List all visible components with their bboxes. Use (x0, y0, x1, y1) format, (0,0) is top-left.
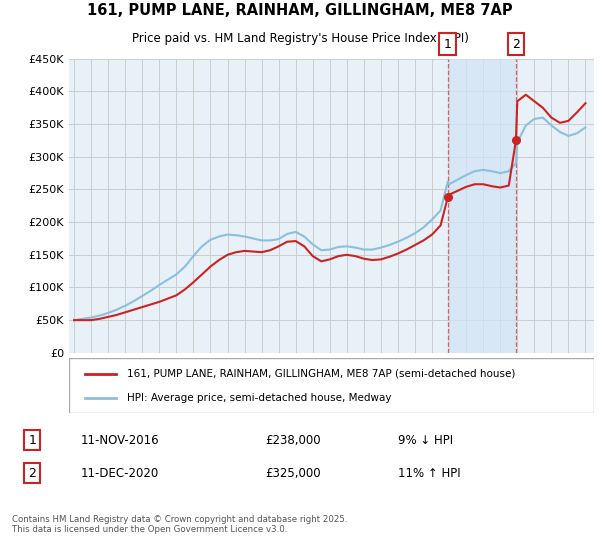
Text: HPI: Average price, semi-detached house, Medway: HPI: Average price, semi-detached house,… (127, 393, 391, 403)
Text: 11-DEC-2020: 11-DEC-2020 (81, 466, 160, 480)
Text: 11-NOV-2016: 11-NOV-2016 (81, 433, 160, 447)
Text: 2: 2 (28, 466, 36, 480)
Text: 161, PUMP LANE, RAINHAM, GILLINGHAM, ME8 7AP: 161, PUMP LANE, RAINHAM, GILLINGHAM, ME8… (87, 3, 513, 18)
Text: 1: 1 (444, 38, 452, 51)
Text: 1: 1 (28, 433, 36, 447)
Text: 161, PUMP LANE, RAINHAM, GILLINGHAM, ME8 7AP (semi-detached house): 161, PUMP LANE, RAINHAM, GILLINGHAM, ME8… (127, 369, 515, 379)
Text: Price paid vs. HM Land Registry's House Price Index (HPI): Price paid vs. HM Land Registry's House … (131, 32, 469, 45)
Text: 9% ↓ HPI: 9% ↓ HPI (398, 433, 453, 447)
Text: 11% ↑ HPI: 11% ↑ HPI (398, 466, 461, 480)
Text: £238,000: £238,000 (265, 433, 321, 447)
Text: £325,000: £325,000 (265, 466, 321, 480)
FancyBboxPatch shape (69, 358, 594, 413)
Bar (448, 59, 516, 353)
Text: Contains HM Land Registry data © Crown copyright and database right 2025.
This d: Contains HM Land Registry data © Crown c… (12, 515, 347, 534)
Text: 2: 2 (512, 38, 520, 51)
